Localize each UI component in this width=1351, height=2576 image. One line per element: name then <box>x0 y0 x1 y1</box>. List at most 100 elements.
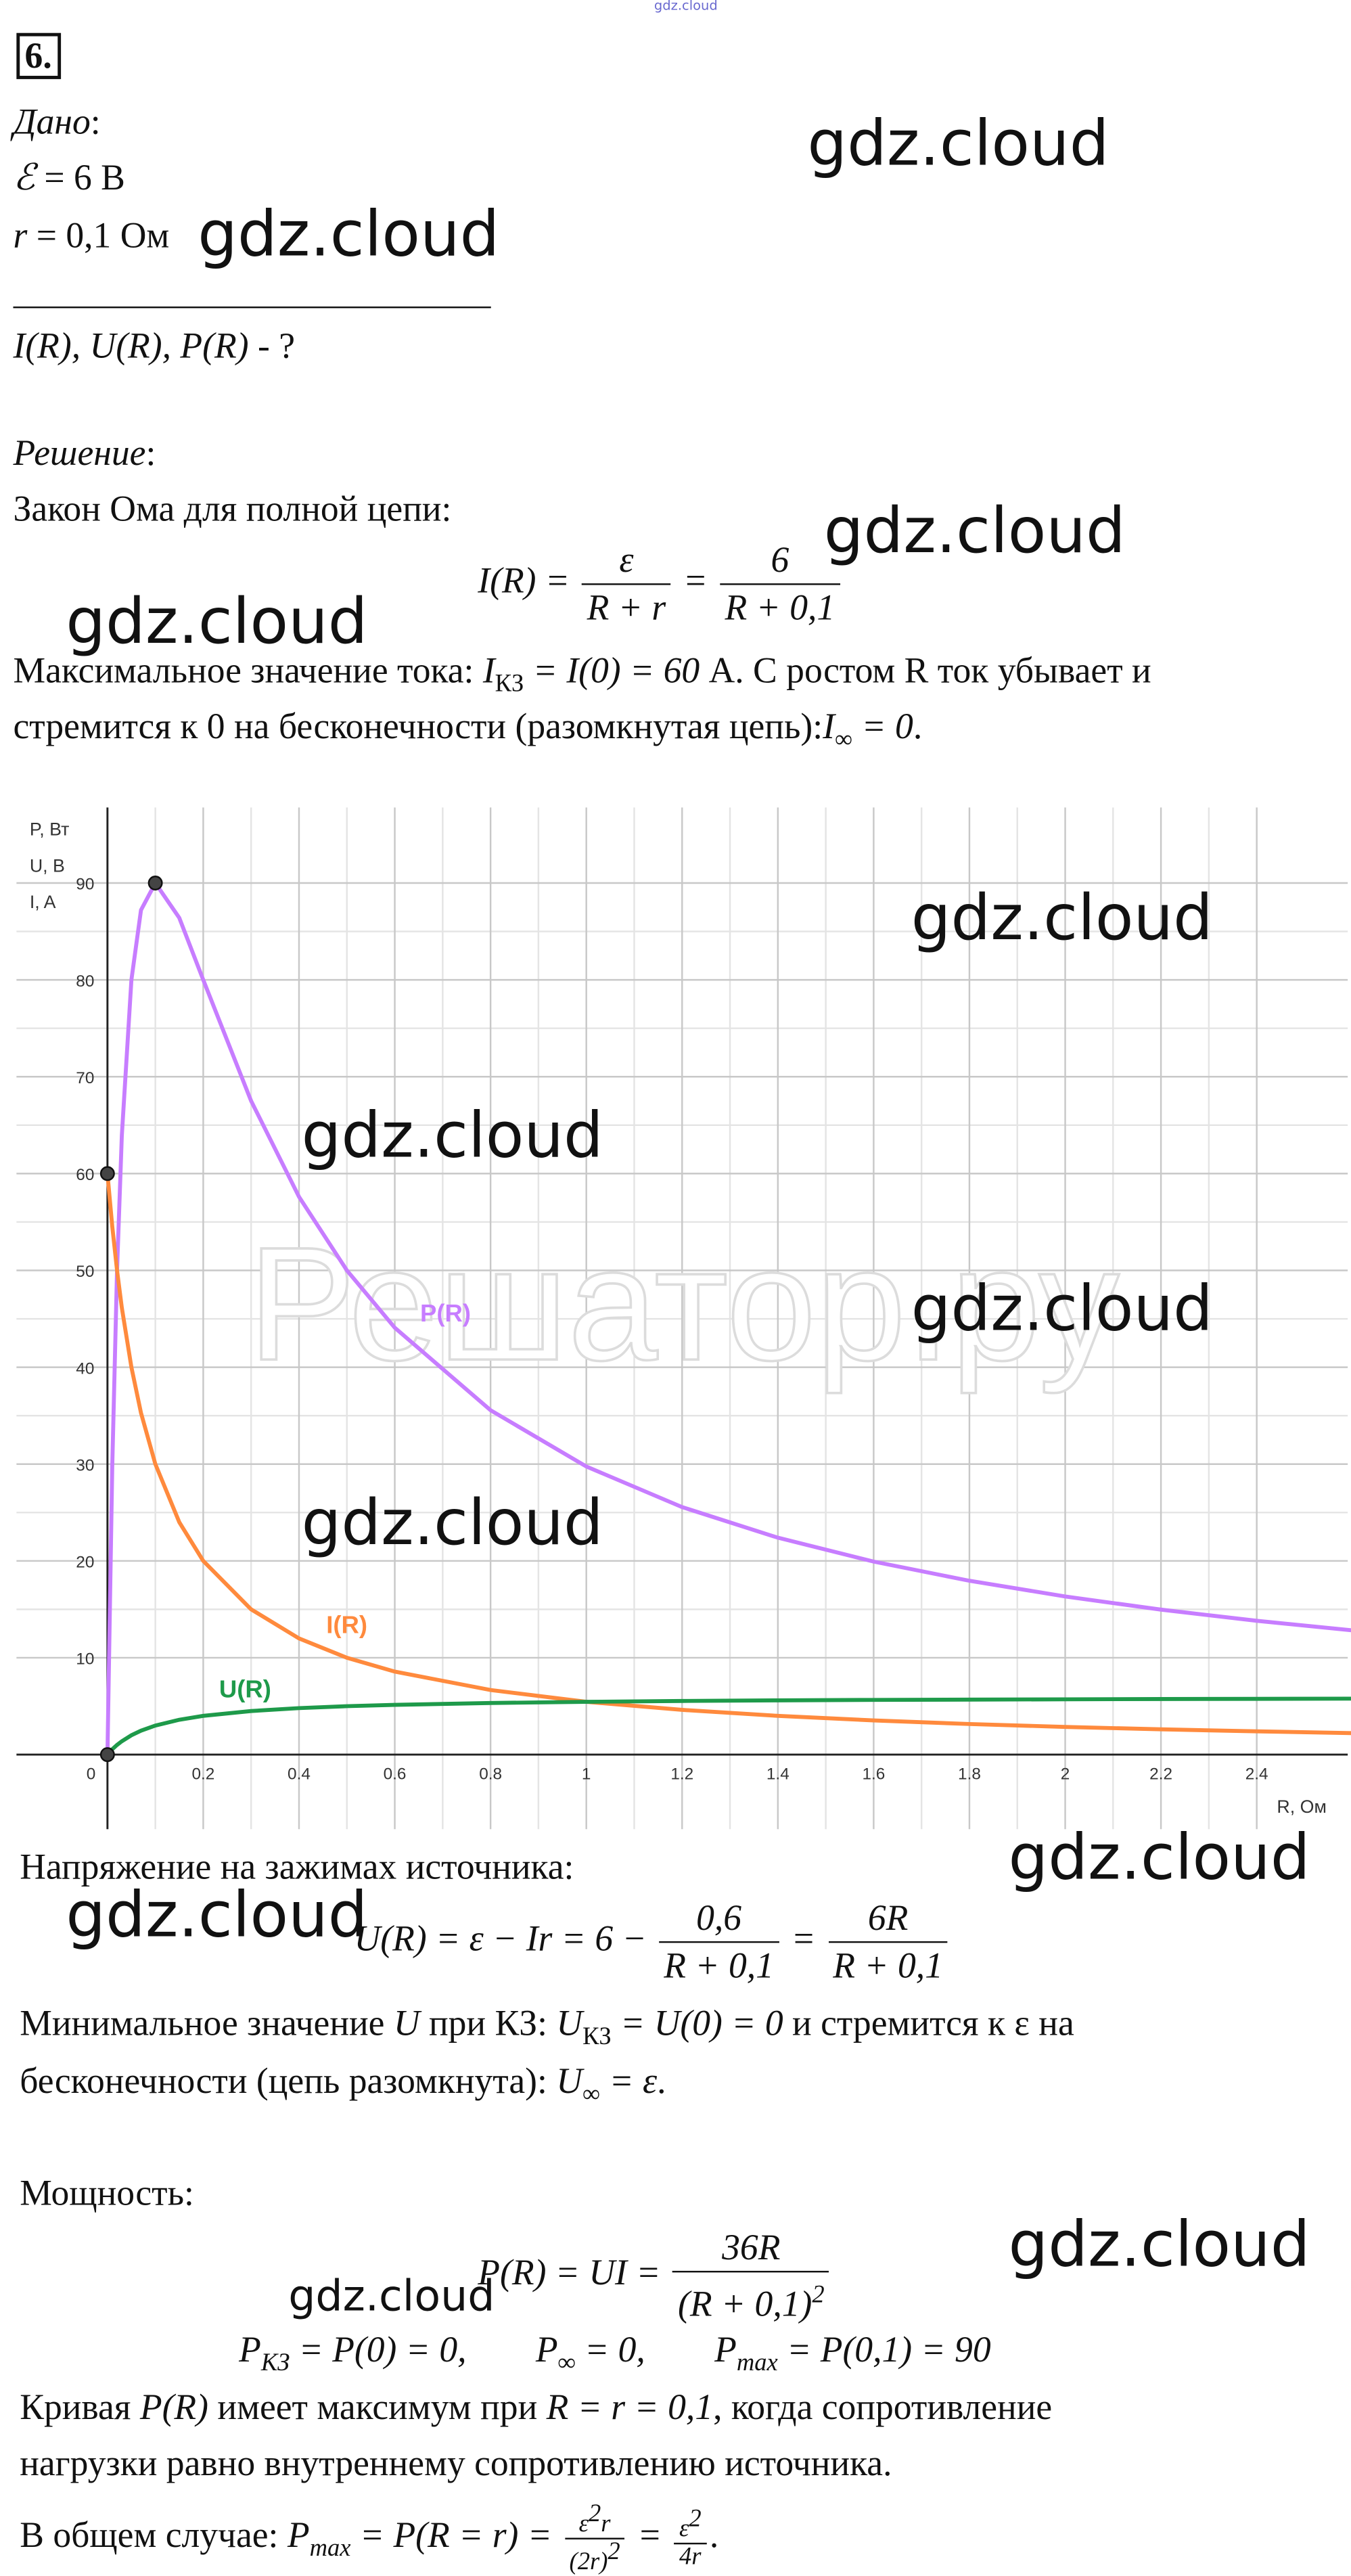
text: ℰ <box>13 156 35 198</box>
text: = <box>674 559 717 601</box>
text-part: U(R) = ε − Ir = 6 − 0,6 R + 0,1 = 6R R + 0… <box>354 1895 952 1989</box>
text: ∞ <box>557 2350 576 2377</box>
curve-label: U(R) <box>219 1675 271 1702</box>
text: gdz.cloud <box>911 881 1213 955</box>
text: P(R) <box>139 2386 209 2428</box>
watermark: Решатор.ру <box>248 1213 1120 1394</box>
text: = U(0) = 0 <box>611 2002 783 2043</box>
text-part: Дано: <box>13 101 100 143</box>
text: gdz.cloud <box>807 107 1109 180</box>
text: = <box>628 2514 671 2556</box>
text: 6. <box>16 32 60 79</box>
text: = P(0,1) = 90 <box>777 2328 991 2370</box>
text: : <box>90 100 101 142</box>
text: = <box>782 1917 825 1959</box>
text: I <box>482 649 495 691</box>
text: Кривая <box>20 2386 140 2428</box>
text: Дано <box>13 100 91 142</box>
x-tick-label: 1 <box>582 1765 591 1784</box>
y-axis-label: U, В <box>30 855 65 876</box>
text: P <box>239 2328 261 2370</box>
text: Минимальное значение <box>20 2002 394 2043</box>
text: U(R) = ε − Ir = 6 − <box>354 1917 656 1959</box>
text: P(R) = UI = <box>478 2251 670 2293</box>
text: P <box>714 2328 737 2370</box>
text: ε <box>578 2511 589 2538</box>
x-tick-label: 0.2 <box>191 1765 214 1784</box>
text: В общем случае: <box>20 2514 288 2556</box>
text: gdz.cloud <box>1008 2208 1310 2281</box>
text: = 0, <box>575 2328 645 2370</box>
text: А. С ростом R ток убывает и <box>700 649 1151 691</box>
text-part: Решение: <box>13 432 156 474</box>
text: ∞ <box>582 2081 601 2108</box>
y-tick-label: 90 <box>76 876 94 894</box>
x-tick-label: 0 <box>87 1765 96 1784</box>
x-tick-label: 2.2 <box>1149 1765 1172 1784</box>
text: 4r <box>674 2542 706 2571</box>
text: = I(0) = 60 <box>524 649 700 691</box>
text: I(R) = <box>478 559 579 601</box>
text: = 6 В <box>35 156 125 198</box>
text: КЗ <box>582 2024 612 2051</box>
text: : <box>145 432 156 473</box>
text: gdz.cloud <box>66 585 368 658</box>
text: 6R <box>867 1897 909 1939</box>
text-part: (2r)2 <box>564 2537 625 2576</box>
text: Напряжение на зажимах источника: <box>20 1845 574 1887</box>
text: Решение <box>13 432 146 473</box>
y-tick-label: 50 <box>76 1263 94 1281</box>
text: = P(R = r) = <box>350 2514 562 2556</box>
text: U <box>556 2060 582 2102</box>
text: gdz.cloud <box>654 0 718 14</box>
text-part: 6R R + 0,1 <box>827 1895 948 1989</box>
text: R + 0,1 <box>658 1941 779 1989</box>
text: gdz.cloud <box>66 1878 368 1951</box>
x-tick-label: 0.6 <box>384 1765 407 1784</box>
x-tick-label: 2 <box>1061 1765 1070 1784</box>
point <box>99 1166 115 1181</box>
y-tick-label: 80 <box>76 972 94 991</box>
text: ∞ <box>834 727 853 754</box>
y-tick-label: 40 <box>76 1359 94 1378</box>
text: 6 <box>771 539 789 581</box>
text-part: 0,6 R + 0,1 <box>658 1895 779 1989</box>
text: gdz.cloud <box>1008 1821 1310 1894</box>
text: P <box>535 2328 558 2370</box>
text: max <box>309 2535 351 2562</box>
x-axis-label: R, Ом <box>1277 1797 1326 1817</box>
text: имеет максимум при <box>208 2386 547 2428</box>
text: КЗ <box>495 671 524 698</box>
text-part: 36R (R + 0,1)2 <box>672 2225 829 2328</box>
text: gdz.cloud <box>911 1272 1213 1345</box>
x-tick-label: 0.8 <box>479 1765 502 1784</box>
text: бесконечности (цепь разомкнута): <box>20 2060 557 2102</box>
y-tick-label: 20 <box>76 1554 94 1572</box>
text-part: PКЗ = P(0) = 0, P∞ = 0, Pmax = P(0,1) = 90 <box>239 2328 991 2385</box>
text-part: Минимальное значение U при КЗ: UКЗ = U(0… <box>20 2002 1074 2059</box>
text-part: В общем случае: Pmax = P(R = r) = ε2r (2r… <box>20 2502 718 2576</box>
x-tick-label: 2.4 <box>1245 1765 1268 1784</box>
text: (R + 0,1) <box>678 2282 812 2324</box>
point <box>99 1747 115 1763</box>
text: 2 <box>812 2282 825 2309</box>
text-part: I(R), U(R), P(R) - ? <box>13 325 295 367</box>
text: P <box>287 2514 310 2556</box>
text: I <box>823 705 835 747</box>
text: 2 <box>589 2501 601 2528</box>
text-part: P(R) = UI = 36R (R + 0,1)2 <box>478 2225 833 2328</box>
text: нагрузки равно внутреннему сопротивлению… <box>20 2442 892 2484</box>
curve <box>105 879 1351 1755</box>
text-part: ℰ = 6 В <box>13 156 124 199</box>
text: U <box>393 2002 420 2043</box>
text: 0,6 <box>696 1897 742 1939</box>
text: gdz.cloud <box>198 198 500 271</box>
y-axis-label: I, A <box>30 892 56 912</box>
text: Максимальное значение тока: <box>13 649 483 691</box>
text: . <box>709 2514 719 2556</box>
text-part: r = 0,1 Ом <box>13 214 169 257</box>
text: gdz.cloud <box>288 2272 495 2322</box>
text-part: ε2r (2r)2 <box>564 2502 625 2576</box>
text-part: бесконечности (цепь разомкнута): U∞ = ε. <box>20 2060 666 2117</box>
